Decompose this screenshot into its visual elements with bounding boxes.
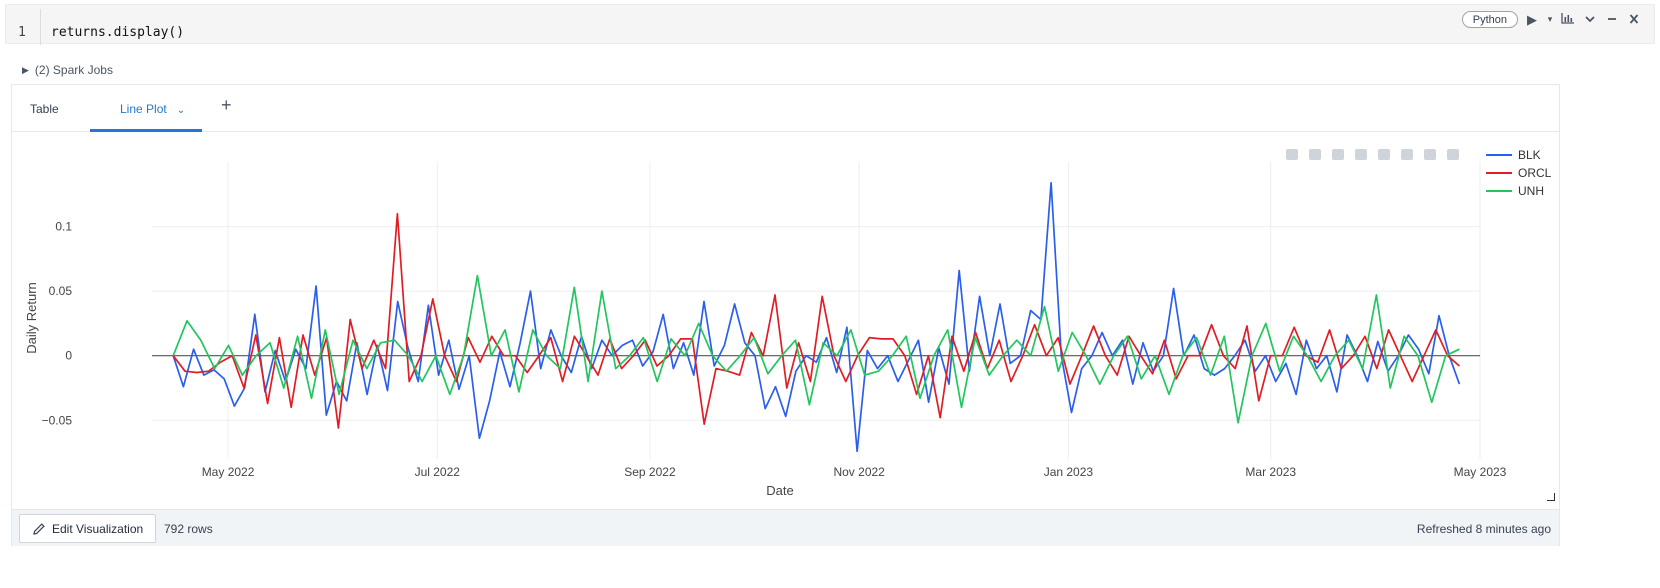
line-number: 1 xyxy=(18,25,26,40)
series-line-unh xyxy=(172,274,1460,424)
x-tick-label: Sep 2022 xyxy=(624,465,676,479)
active-tab-indicator xyxy=(90,129,202,132)
expand-triangle-icon: ▶ xyxy=(22,64,29,75)
line-chart[interactable]: May 2022 Jul 2022 Sep 2022 Nov 2022 Jan 2023… xyxy=(12,133,1559,508)
spark-jobs-toggle[interactable]: ▶ (2) Spark Jobs xyxy=(22,63,113,77)
hover-closest-icon[interactable] xyxy=(1424,149,1436,160)
language-selector[interactable]: Python xyxy=(1461,11,1518,28)
spark-jobs-label: (2) Spark Jobs xyxy=(34,63,113,77)
code-text[interactable]: returns.display() xyxy=(51,25,185,40)
series-line-blk xyxy=(172,181,1461,453)
x-tick-label: Jul 2022 xyxy=(415,465,461,479)
code-cell[interactable]: 1 returns.display() Python ▶ ▾ xyxy=(5,4,1655,45)
zoom-out-icon[interactable] xyxy=(1378,149,1390,160)
resize-handle-icon[interactable] xyxy=(1547,493,1555,501)
add-tab-button[interactable]: + xyxy=(221,95,232,115)
footer-bar: Edit Visualization 792 rows Refreshed 8 … xyxy=(12,509,1559,546)
x-tick-label: May 2022 xyxy=(202,465,255,479)
legend-label-blk: BLK xyxy=(1518,148,1541,162)
legend-label-unh: UNH xyxy=(1518,184,1544,198)
chart-svg[interactable]: May 2022 Jul 2022 Sep 2022 Nov 2022 Jan 2023… xyxy=(12,133,1559,508)
x-tick-label: Nov 2022 xyxy=(833,465,885,479)
pan-icon[interactable] xyxy=(1332,149,1344,160)
row-count: 792 rows xyxy=(164,522,213,536)
x-tick-label: Mar 2023 xyxy=(1245,465,1296,479)
hover-compare-icon[interactable] xyxy=(1447,149,1459,160)
y-tick-label: −0.05 xyxy=(42,413,73,427)
gutter-divider xyxy=(40,9,41,45)
y-tick-label: 0 xyxy=(65,349,72,363)
zoom-icon[interactable] xyxy=(1309,149,1321,160)
cell-toolbar: Python ▶ ▾ xyxy=(1461,11,1642,28)
chevron-down-icon[interactable]: ⌄ xyxy=(176,105,186,116)
collapse-icon[interactable] xyxy=(1582,12,1598,27)
y-tick-label: 0.05 xyxy=(49,284,73,298)
tab-line-plot[interactable]: Line Plot ⌄ xyxy=(120,102,185,116)
minimize-icon[interactable] xyxy=(1604,12,1620,27)
run-dropdown-icon[interactable]: ▾ xyxy=(1547,14,1553,24)
visualization-panel: Table Line Plot ⌄ + May 2022 Jul 2022 Sep 2… xyxy=(11,84,1560,546)
y-tick-label: 0.1 xyxy=(55,220,72,234)
edit-visualization-label: Edit Visualization xyxy=(52,521,144,536)
pencil-icon xyxy=(33,522,45,535)
tab-table[interactable]: Table xyxy=(30,102,59,116)
chart-icon[interactable] xyxy=(1560,12,1576,27)
legend-label-orcl: ORCL xyxy=(1518,166,1552,180)
edit-visualization-button[interactable]: Edit Visualization xyxy=(19,514,157,543)
run-icon[interactable]: ▶ xyxy=(1527,11,1537,27)
x-tick-label: May 2023 xyxy=(1454,465,1507,479)
x-axis-title: Date xyxy=(766,483,793,498)
series-line-orcl xyxy=(172,212,1460,429)
autoscale-icon[interactable] xyxy=(1401,149,1413,160)
zoom-in-icon[interactable] xyxy=(1355,149,1367,160)
refresh-status: Refreshed 8 minutes ago xyxy=(1416,522,1551,536)
camera-icon[interactable] xyxy=(1286,149,1298,160)
result-tabs: Table Line Plot ⌄ + xyxy=(12,85,1559,132)
y-axis-title: Daily Return xyxy=(24,282,39,354)
x-tick-label: Jan 2023 xyxy=(1044,465,1094,479)
tab-line-plot-label: Line Plot xyxy=(120,102,167,116)
close-icon[interactable] xyxy=(1626,12,1642,27)
